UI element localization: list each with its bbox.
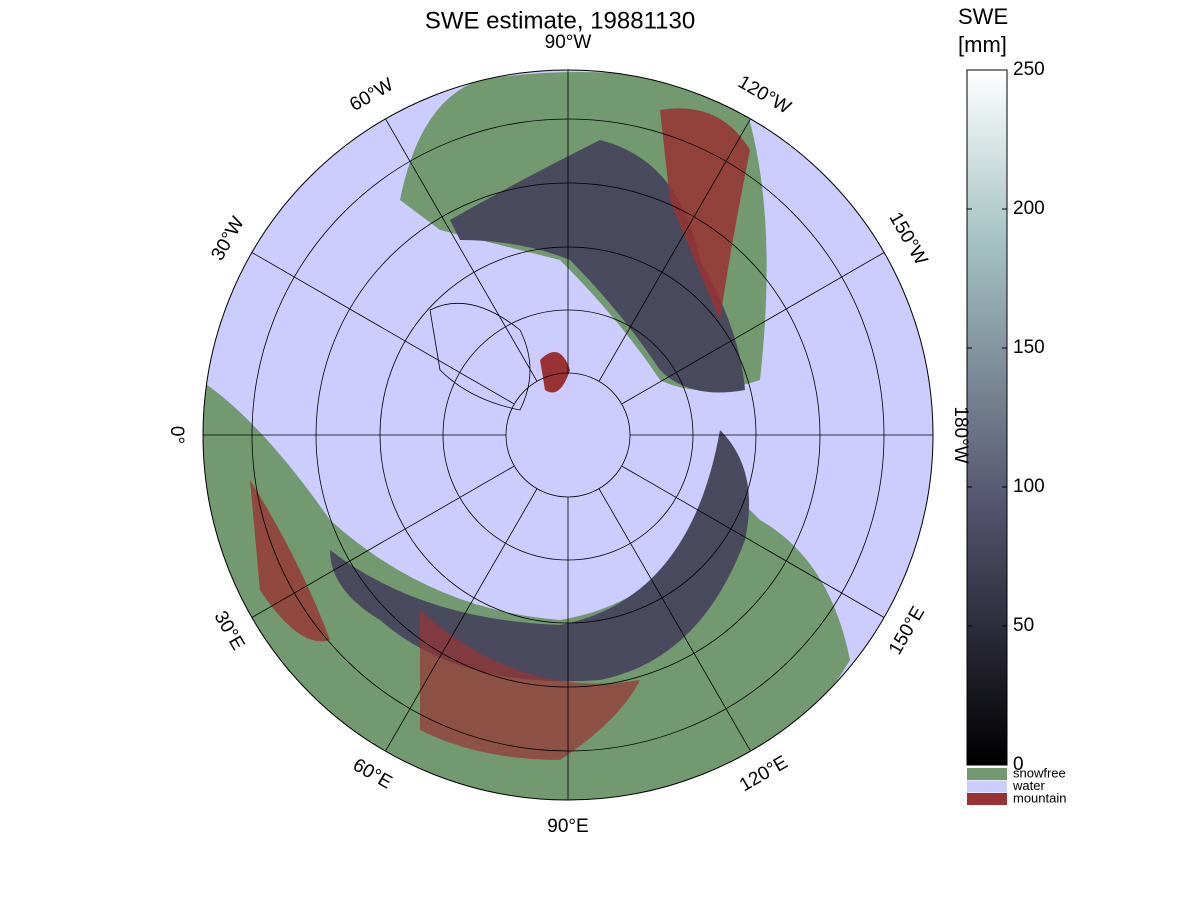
meridian — [598, 488, 751, 752]
longitude-label: 60°E — [349, 755, 395, 794]
longitude-label: 150°E — [885, 603, 929, 659]
meridian — [385, 488, 538, 752]
colorbar-tick-label: 150 — [1013, 337, 1045, 358]
meridian — [621, 465, 885, 618]
meridian — [251, 252, 515, 405]
legend-swatch — [967, 768, 1007, 780]
land-snow — [330, 430, 750, 682]
longitude-label: 0° — [166, 426, 187, 444]
meridian — [251, 465, 515, 618]
colorbar-tick-label: 250 — [1013, 59, 1045, 80]
longitude-label: 150°W — [884, 209, 931, 269]
longitude-label: 180°W — [950, 406, 971, 463]
legend-label: mountain — [1013, 790, 1066, 805]
longitude-label: 30°W — [207, 213, 249, 264]
colorbar-label: SWE — [958, 4, 1008, 29]
legend-swatch — [967, 780, 1007, 793]
meridian — [598, 118, 751, 382]
legend-label: snowfree — [1013, 765, 1066, 780]
longitude-label: 90°W — [545, 32, 592, 53]
legend-swatch — [967, 793, 1007, 805]
land-mountain — [250, 480, 330, 642]
land-mountain — [420, 610, 640, 760]
land-mountain — [540, 352, 570, 393]
longitude-label: 30°E — [209, 608, 248, 654]
colorbar-tick-label: 100 — [1013, 476, 1045, 497]
longitude-label: 120°E — [736, 752, 792, 796]
coast — [429, 302, 531, 411]
map-title: SWE estimate, 19881130 — [425, 7, 695, 34]
colorbar-tick-label: 0 — [1013, 754, 1024, 775]
legend-label: water — [1012, 778, 1045, 793]
longitude-label: 60°W — [346, 74, 397, 116]
colorbar — [966, 69, 1008, 766]
longitude-label: 120°W — [734, 72, 794, 119]
land-snowfree — [203, 380, 850, 800]
meridian — [385, 118, 538, 382]
colorbar-tick-label: 200 — [1013, 198, 1045, 219]
land-mountain — [660, 108, 750, 320]
meridian — [621, 252, 885, 405]
land-snow — [450, 140, 745, 393]
map-land — [203, 70, 933, 800]
colorbar-label: [mm] — [958, 32, 1007, 57]
colorbar-tick-label: 50 — [1013, 615, 1034, 636]
longitude-label: 90°E — [547, 816, 588, 837]
